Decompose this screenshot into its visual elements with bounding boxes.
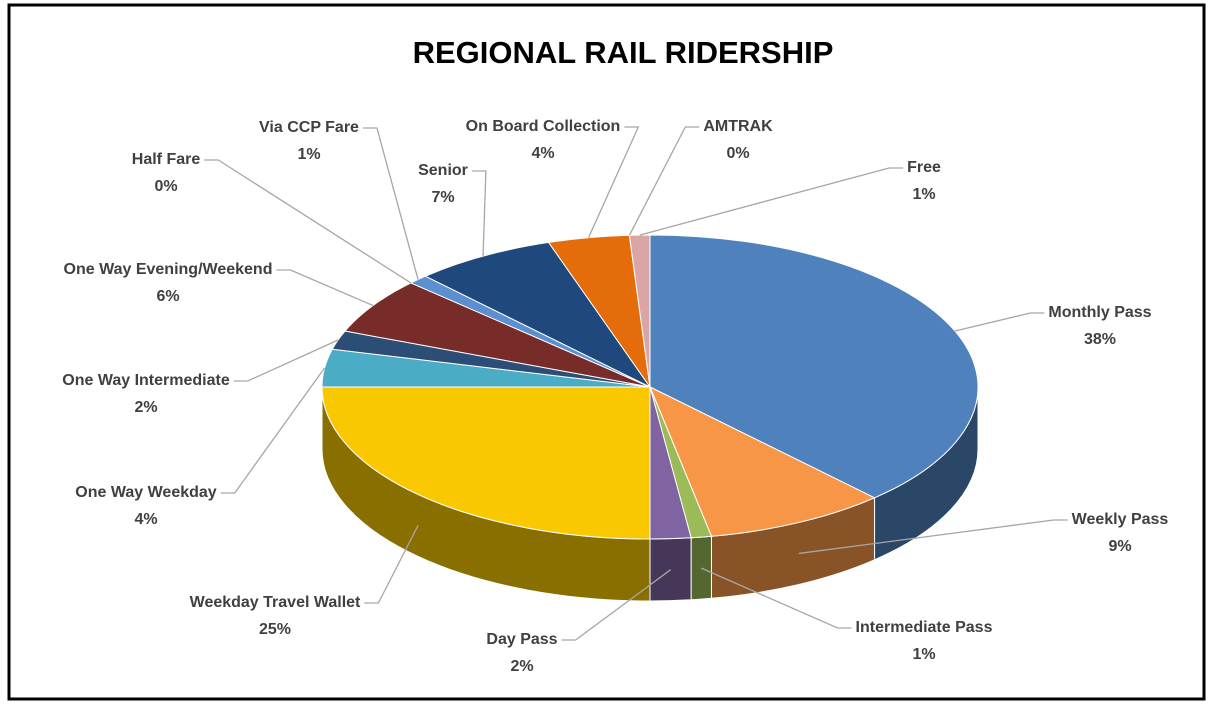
data-label-value: 4% xyxy=(134,511,157,528)
data-label-name: Senior xyxy=(418,162,468,179)
data-label-name: AMTRAK xyxy=(703,118,773,135)
data-label-name: Monthly Pass xyxy=(1048,304,1151,321)
slice-top xyxy=(649,385,876,537)
data-label-value: 2% xyxy=(134,399,157,416)
slice-top xyxy=(344,282,651,388)
leader-line xyxy=(561,569,671,641)
slice-top xyxy=(649,234,979,499)
leader-line xyxy=(954,312,1045,332)
data-label-name: One Way Weekday xyxy=(75,484,216,501)
leader-line xyxy=(639,167,904,236)
data-label-name: Free xyxy=(907,159,941,176)
data-label-value: 38% xyxy=(1084,331,1116,348)
leader-line xyxy=(587,126,640,238)
data-label-value: 9% xyxy=(1108,538,1131,555)
data-label-value: 0% xyxy=(154,178,177,195)
data-label-name: One Way Evening/Weekend xyxy=(64,261,273,278)
leader-line xyxy=(798,519,1068,555)
data-label-value: 6% xyxy=(156,288,179,305)
slice xyxy=(321,386,651,602)
leader-line xyxy=(471,170,487,257)
slice xyxy=(649,385,876,599)
data-label-value: 4% xyxy=(531,145,554,162)
data-label-value: 1% xyxy=(912,186,935,203)
data-label-name: Via CCP Fare xyxy=(259,119,359,136)
data-label-value: 0% xyxy=(726,145,749,162)
slice xyxy=(344,282,651,388)
data-label-name: Half Fare xyxy=(132,151,201,168)
leader-line xyxy=(362,127,419,280)
leader-line xyxy=(220,367,326,494)
slice-top xyxy=(321,386,651,540)
data-label-name: Day Pass xyxy=(486,631,557,648)
data-label-value: 7% xyxy=(431,189,454,206)
data-label-name: Weekday Travel Wallet xyxy=(190,594,361,611)
leader-line xyxy=(364,525,419,604)
leader-line xyxy=(276,269,374,307)
slice-side xyxy=(649,537,692,602)
chart-title: REGIONAL RAIL RIDERSHIP xyxy=(413,35,834,70)
data-label-name: On Board Collection xyxy=(466,118,621,135)
leader-line xyxy=(628,126,700,236)
data-label-name: One Way Intermediate xyxy=(62,372,230,389)
data-label-value: 2% xyxy=(510,658,533,675)
slice xyxy=(649,386,692,602)
slice-side xyxy=(690,535,712,601)
leader-line xyxy=(701,567,852,629)
data-label-name: Weekly Pass xyxy=(1072,511,1169,528)
data-label-value: 1% xyxy=(912,646,935,663)
leader-line xyxy=(233,339,339,382)
data-label-name: Intermediate Pass xyxy=(856,619,993,636)
data-label-value: 25% xyxy=(259,621,291,638)
data-label-value: 1% xyxy=(297,146,320,163)
leader-line xyxy=(204,159,412,284)
